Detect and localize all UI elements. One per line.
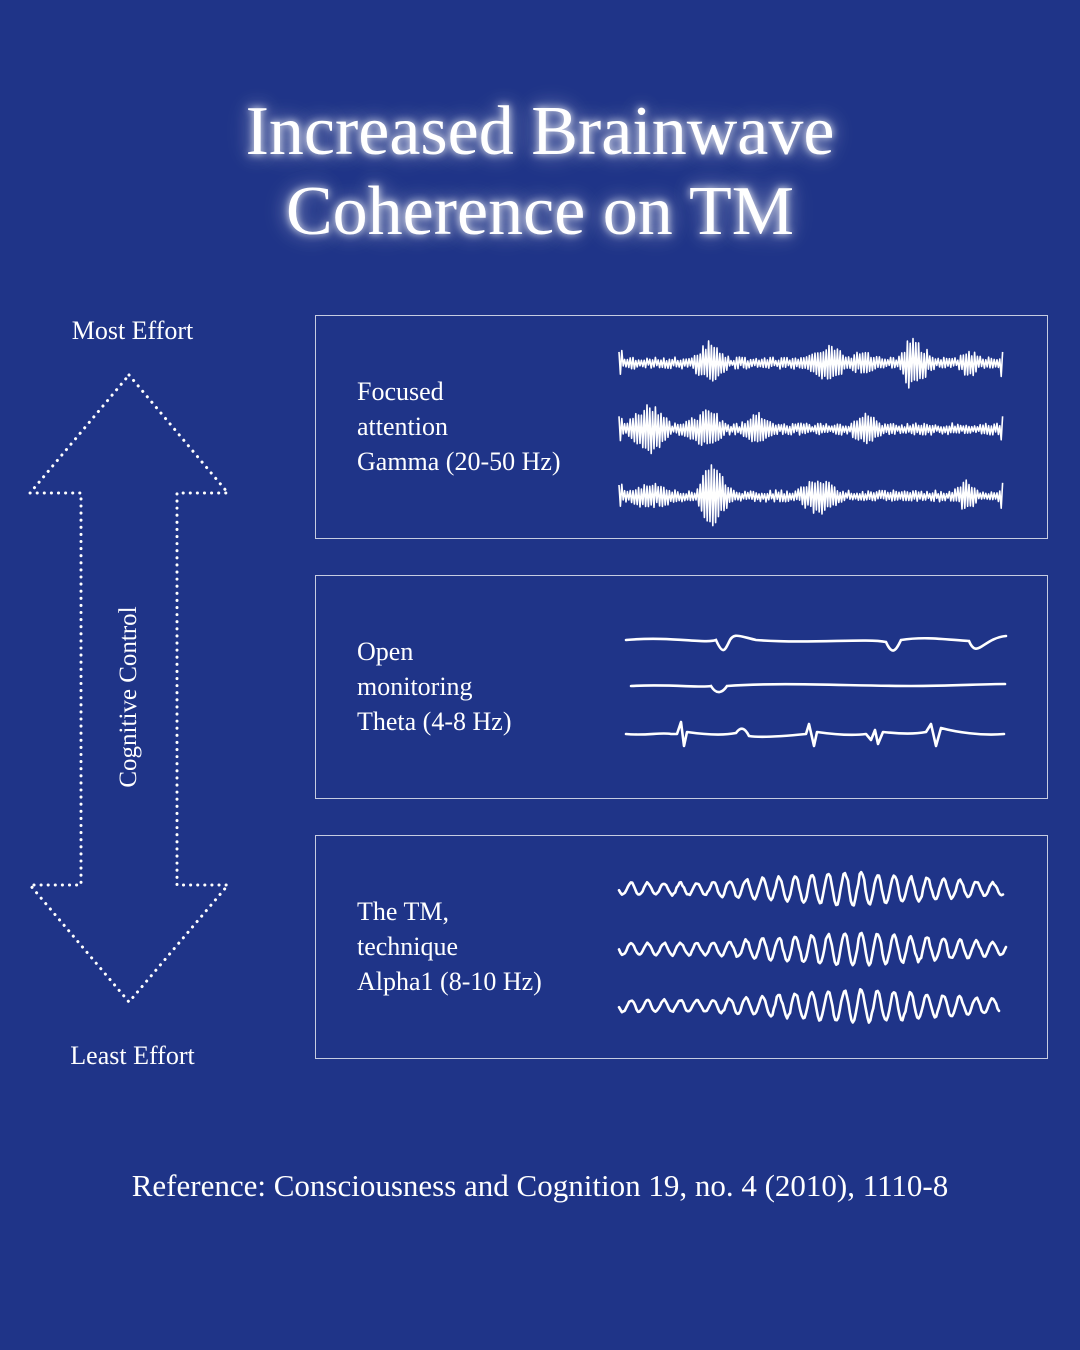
wave-trace	[624, 720, 1006, 748]
double-arrow-icon	[28, 373, 230, 1004]
wave-trace	[617, 870, 1005, 907]
panel-text: Open monitoring Theta (4-8 Hz)	[357, 634, 511, 739]
wave-trace	[617, 988, 1001, 1024]
panel-line: technique	[357, 932, 459, 961]
panel-text: The TM, technique Alpha1 (8-10 Hz)	[357, 894, 542, 999]
page-title: Increased Brainwave Coherence on TM	[0, 92, 1080, 252]
panel-focused-attention: Focused attention Gamma (20-50 Hz)	[315, 315, 1048, 539]
most-effort-label: Most Effort	[71, 316, 194, 345]
reference-citation: Reference: Consciousness and Cognition 1…	[131, 1168, 949, 1203]
wave-trace	[617, 931, 1008, 967]
wave-trace	[618, 464, 1004, 527]
wave-trace	[629, 682, 1007, 694]
title-line-1: Increased Brainwave	[245, 93, 835, 170]
wave-trace	[624, 634, 1008, 652]
least-effort-label: Least Effort	[70, 1041, 195, 1070]
panel-open-monitoring: Open monitoring Theta (4-8 Hz)	[315, 575, 1048, 799]
panel-text: Focused attention Gamma (20-50 Hz)	[357, 374, 561, 479]
panel-line: Focused	[357, 377, 444, 406]
wave-trace	[618, 337, 1004, 389]
panel-line: Theta (4-8 Hz)	[357, 707, 512, 736]
title-line-2: Coherence on TM	[285, 173, 794, 250]
panel-line: Open	[357, 637, 414, 666]
wave-trace	[618, 404, 1004, 455]
panel-line: The TM,	[357, 897, 449, 926]
gamma-waves-icon	[618, 337, 1004, 527]
theta-waves-icon	[624, 634, 1008, 748]
panel-line: monitoring	[357, 672, 473, 701]
panel-line: Gamma (20-50 Hz)	[357, 447, 561, 476]
cognitive-control-label: Cognitive Control	[115, 606, 142, 788]
alpha-waves-icon	[617, 870, 1008, 1024]
panel-line: Alpha1 (8-10 Hz)	[357, 967, 542, 996]
panel-tm-technique: The TM, technique Alpha1 (8-10 Hz)	[315, 835, 1048, 1059]
panel-line: attention	[357, 412, 448, 441]
